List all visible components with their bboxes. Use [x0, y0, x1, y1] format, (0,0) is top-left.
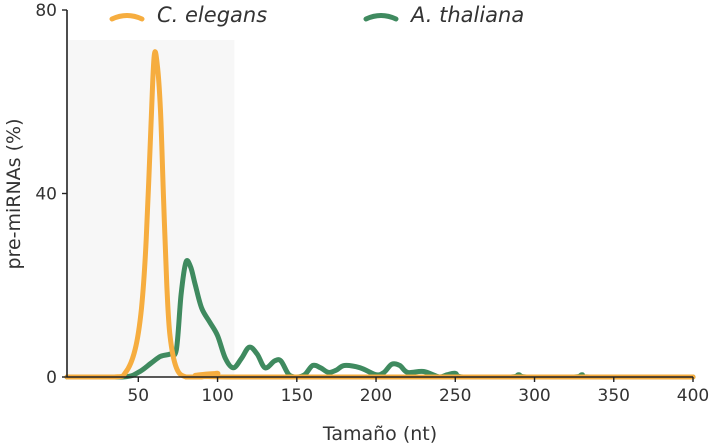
y-tick-label: 40 [35, 185, 57, 205]
y-tick-label: 80 [35, 1, 57, 21]
y-tick-labels: 0 40 80 [35, 1, 67, 388]
x-tick-label: 50 [127, 386, 149, 406]
legend-swatch [109, 13, 145, 22]
x-tick-label: 250 [439, 386, 471, 406]
series-curves [64, 49, 696, 380]
legend: C. elegans A. thaliana [109, 3, 524, 27]
legend-label: C. elegans [157, 3, 267, 27]
x-tick-label: 200 [360, 386, 392, 406]
y-tick-label: 0 [46, 368, 57, 388]
x-tick-label: 150 [281, 386, 313, 406]
legend-swatch [363, 13, 399, 22]
x-tick-label: 350 [598, 386, 630, 406]
x-tick-label: 400 [677, 386, 709, 406]
y-axis-title: pre-miRNAs (%) [3, 118, 25, 269]
x-tick-label: 300 [518, 386, 550, 406]
x-axis-title: Tamaño (nt) [322, 423, 437, 443]
x-tick-label: 100 [201, 386, 233, 406]
series-line-c-elegans [64, 49, 696, 380]
x-tick-labels: 50 100 150 200 250 300 350 400 [127, 377, 709, 406]
legend-label: A. thaliana [409, 3, 524, 27]
